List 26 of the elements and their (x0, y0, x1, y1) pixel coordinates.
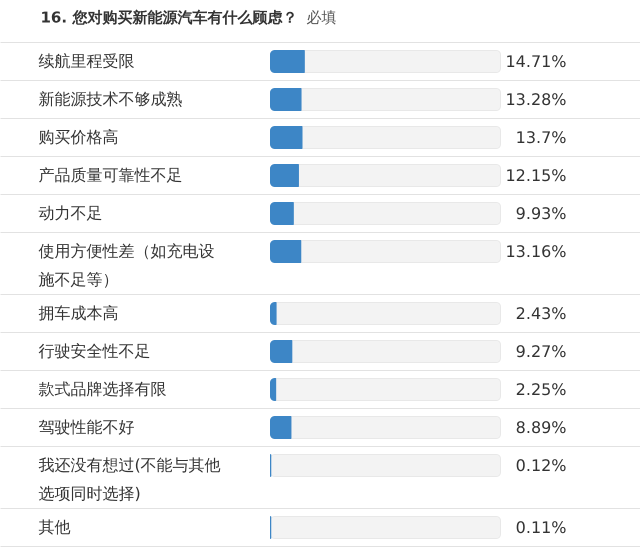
y-tick-label: 新能源技术不够成熟 (38, 90, 182, 109)
data-label: 13.7% (516, 128, 566, 147)
y-tick-label: 使用方便性差（如充电设施不足等） (38, 242, 214, 290)
data-label: 9.93% (516, 204, 566, 223)
data-label: 8.89% (516, 418, 566, 437)
data-label: 0.11% (516, 518, 566, 537)
y-tick-label: 我还没有想过(不能与其他选项同时选择) (38, 456, 221, 504)
y-tick-label: 产品质量可靠性不足 (38, 166, 182, 185)
data-label: 12.15% (505, 166, 567, 185)
data-label: 2.25% (516, 380, 566, 399)
data-label: 2.43% (516, 304, 566, 323)
data-label: 0.12% (516, 456, 566, 475)
chart-subtitle: 必填 (306, 8, 336, 26)
chart-title: 16. 您对购买新能源汽车有什么顾虑？ (40, 8, 298, 26)
data-label: 13.16% (505, 242, 567, 261)
data-label: 13.28% (505, 90, 567, 109)
data-label: 14.71% (505, 52, 567, 71)
y-tick-label: 购买价格高 (38, 128, 118, 147)
y-tick-label: 款式品牌选择有限 (38, 380, 166, 399)
y-tick-label: 续航里程受限 (38, 52, 134, 71)
y-tick-label: 其他 (38, 518, 70, 537)
y-tick-label: 驾驶性能不好 (38, 418, 134, 437)
y-tick-label: 动力不足 (38, 204, 102, 223)
data-label: 9.27% (516, 342, 566, 361)
y-tick-label: 行驶安全性不足 (38, 342, 150, 361)
y-tick-label: 拥车成本高 (38, 304, 118, 323)
